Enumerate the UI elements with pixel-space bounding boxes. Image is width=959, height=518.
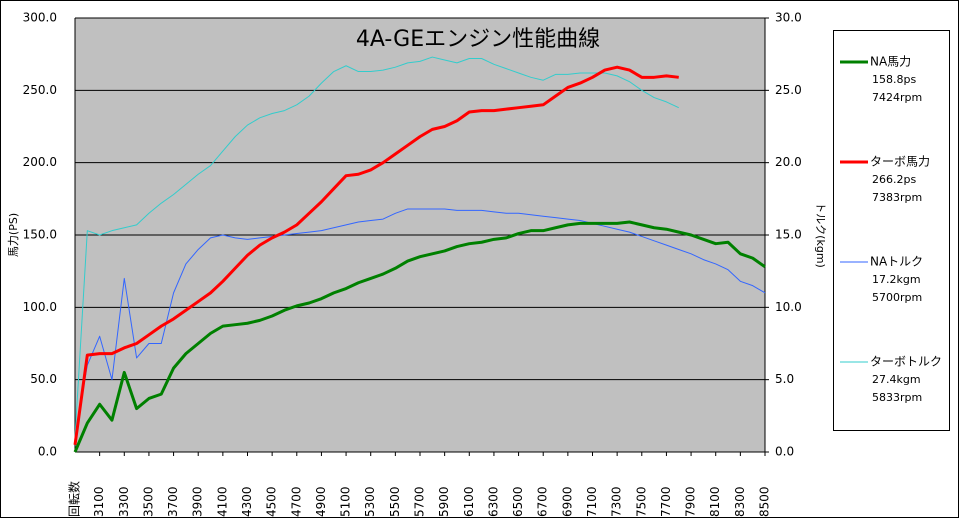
y2-tick-label: 5.0 [775,372,794,386]
x-tick-label: 3700 [166,486,180,517]
x-tick-label: 3100 [92,486,106,517]
y2-tick-label: 25.0 [775,83,802,97]
x-tick-label: 4100 [215,486,229,517]
y2-tick-label: 0.0 [775,445,794,459]
y2-axis-label: トルク(kgm) [814,202,827,268]
legend-detail: 17.2kgm [872,273,921,286]
series-line [73,65,679,445]
series-line [74,208,766,438]
y-tick-label: 250.0 [23,83,57,97]
x-tick-label: 3900 [191,486,205,517]
y-tick-label: 300.0 [23,11,57,25]
y-axis-label: 馬力(PS) [7,213,20,257]
x-tick-label: 6100 [462,486,476,517]
legend-label: ターボ馬力 [870,155,930,169]
legend-detail: 266.2ps [872,173,916,186]
x-tick-label: 7900 [684,486,698,517]
x-tick-label: 6700 [536,486,550,517]
y-tick-label: 0.0 [38,445,57,459]
y-tick-label: 200.0 [23,155,57,169]
x-tick-label: 5300 [363,486,377,517]
legend-label: NA馬力 [870,55,911,69]
legend-detail: 158.8ps [872,73,916,86]
legend-detail: 7383rpm [872,191,922,204]
legend-detail: 27.4kgm [872,373,921,386]
x-tick-label: 5900 [437,486,451,517]
chart-title: 4A-GEエンジン性能曲線 [356,27,600,52]
x-tick-label: 5700 [413,486,427,517]
x-tick-label: 4500 [265,486,279,517]
legend-label: NAトルク [870,255,923,269]
x-tick-label: 3300 [117,486,131,517]
x-tick-label: 6300 [486,486,500,517]
y2-tick-label: 15.0 [775,228,802,242]
x-axis-label: 回転数 [67,481,82,517]
x-tick-label: 7700 [659,486,673,517]
y2-tick-label: 20.0 [775,155,802,169]
legend-box [833,30,950,431]
legend-label: ターボトルク [870,355,942,369]
x-tick-label: 8300 [733,486,747,517]
x-tick-label: 4300 [240,486,254,517]
x-tick-label: 7500 [634,486,648,517]
y2-tick-label: 30.0 [775,11,802,25]
y-tick-label: 50.0 [30,372,57,386]
x-tick-label: 5100 [339,486,353,517]
x-tick-label: 5500 [388,486,402,517]
x-tick-label: 7100 [585,486,599,517]
x-tick-label: 4900 [314,486,328,517]
x-tick-label: 7300 [610,486,624,517]
series-line [74,56,679,438]
y-tick-label: 150.0 [23,228,57,242]
series-line [73,220,766,453]
x-tick-label: 6500 [511,486,525,517]
legend-detail: 7424rpm [872,91,922,104]
x-tick-label: 6900 [560,486,574,517]
x-tick-label: 8100 [708,486,722,517]
y2-tick-label: 10.0 [775,300,802,314]
legend-detail: 5833rpm [872,391,922,404]
legend-detail: 5700rpm [872,291,922,304]
x-tick-label: 3500 [141,486,155,517]
x-tick-label: 8500 [758,486,772,517]
x-tick-label: 4700 [289,486,303,517]
y-tick-label: 100.0 [23,300,57,314]
